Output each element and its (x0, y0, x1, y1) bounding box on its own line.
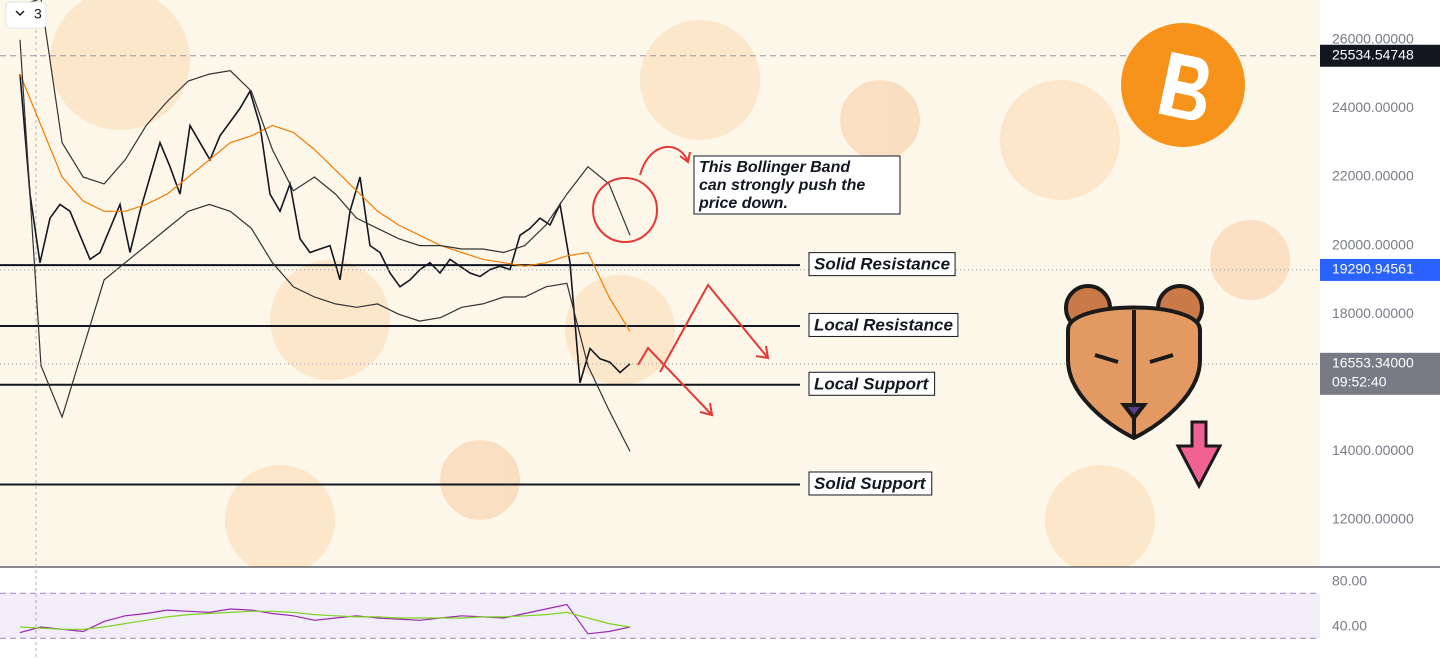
bitcoin-logo (1121, 23, 1245, 147)
y-tick-label: 14000.00000 (1332, 442, 1414, 458)
level-label: Solid Resistance (814, 255, 950, 274)
annotation: can strongly push the (699, 177, 865, 194)
y-tick-label: 20000.00000 (1332, 236, 1414, 252)
price-label-box (1320, 44, 1440, 67)
rsi-band-fill (0, 593, 1320, 639)
annotation: price down. (698, 195, 788, 212)
bollinger-callout (592, 145, 901, 243)
badge: 3 (5, 1, 47, 29)
background (0, 0, 1320, 567)
y-tick-label: 22000.00000 (1332, 168, 1414, 184)
price-label-box (1320, 352, 1440, 395)
y-tick-label: 26000.00000 (1332, 30, 1414, 46)
level-box (808, 252, 956, 277)
y-tick-label: 12000.00000 (1332, 511, 1414, 527)
price-label: 16553.34000 (1332, 355, 1414, 371)
level-label: Local Support (814, 374, 930, 393)
countdown: 09:52:40 (1332, 374, 1387, 390)
y-tick-label: 40.00 (1332, 618, 1367, 634)
price-label-box (1320, 258, 1440, 281)
bear-icon (1064, 284, 1204, 441)
series-line (19, 39, 631, 452)
decoration (50, 0, 1290, 575)
level-label: Local Resistance (814, 315, 953, 334)
series-line (19, 0, 631, 254)
projection-arrows (637, 283, 770, 417)
down-arrow (1175, 420, 1223, 490)
price-label: 25534.54748 (1332, 46, 1414, 62)
price-label: 19290.94561 (1332, 261, 1414, 277)
series-line (19, 610, 631, 630)
series-line (19, 603, 631, 635)
series-line (19, 73, 631, 332)
badge-text: 3 (34, 6, 42, 22)
level-box (808, 312, 959, 337)
series-line (19, 74, 631, 384)
level-box (808, 471, 933, 496)
annotation: This Bollinger Band (699, 159, 851, 176)
level-box (808, 371, 936, 396)
y-tick-label: 24000.00000 (1332, 99, 1414, 115)
y-tick-label: 18000.00000 (1332, 305, 1414, 321)
level-label: Solid Support (814, 474, 927, 493)
y-tick-label: 80.00 (1332, 573, 1367, 589)
